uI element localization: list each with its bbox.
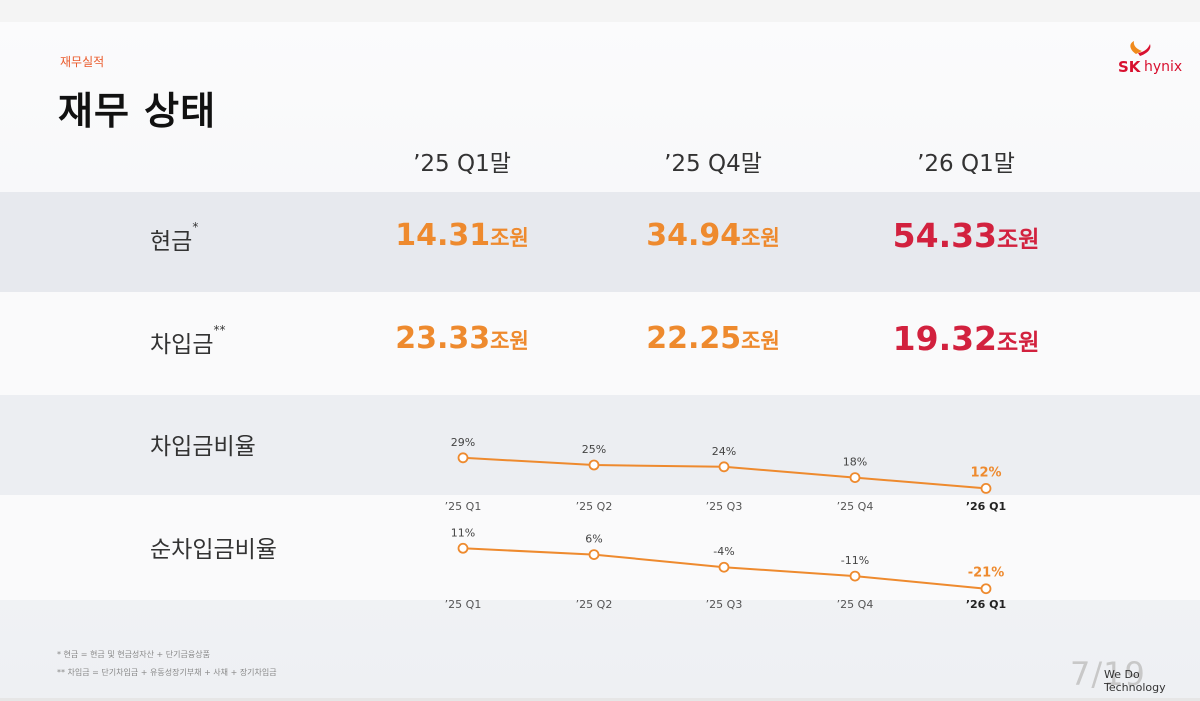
band-net-debt-ratio xyxy=(0,495,1200,600)
column-header-25q4: ’25 Q4말 xyxy=(664,151,762,177)
data-point xyxy=(980,483,992,494)
cash-value-25q1-unit: 조원 xyxy=(490,226,529,250)
debt-value-25q1-unit: 조원 xyxy=(490,329,529,353)
row-label-cash-mark: * xyxy=(192,220,199,234)
cash-value-25q4-num: 34.94 xyxy=(646,218,742,253)
category-label: ’25 Q4 xyxy=(837,500,874,513)
data-label: -4% xyxy=(713,545,734,558)
band-cash xyxy=(0,192,1200,292)
cash-value-25q1-num: 14.31 xyxy=(395,218,491,253)
cash-value-25q4: 34.94조원 xyxy=(593,218,833,253)
debt-value-26q1-unit: 조원 xyxy=(997,330,1040,356)
debt-value-25q4-num: 22.25 xyxy=(646,321,742,356)
data-label: -21% xyxy=(968,566,1005,581)
category-label: ’25 Q3 xyxy=(706,500,743,513)
footnote-cash: * 현금 = 현금 및 현금성자산 + 단기금융상품 xyxy=(57,650,210,659)
band-debt xyxy=(0,292,1200,395)
column-header-26q1: ’26 Q1말 xyxy=(917,151,1015,177)
slide: 재무실적 재무 상태 SK hynix ’25 Q1말 ’25 Q4말 ’26 … xyxy=(0,22,1200,698)
ratio-chart-svg: 29% ’25 Q1 25% ’25 Q2 24% ’25 Q3 18% ’25 Q4 12% ’… xyxy=(445,436,1006,513)
data-point xyxy=(457,452,469,464)
data-point xyxy=(980,583,992,595)
data-label: 25% xyxy=(582,443,606,456)
data-label: 18% xyxy=(843,456,867,469)
category-label: ’25 Q2 xyxy=(576,598,613,611)
category-label: ’26 Q1 xyxy=(966,500,1006,513)
tagline: We Do Technology xyxy=(1104,668,1166,694)
data-point xyxy=(849,570,861,582)
debt-value-25q4-unit: 조원 xyxy=(741,329,780,353)
row-label-debt-text: 차입금 xyxy=(150,332,214,358)
row-label-cash-text: 현금 xyxy=(150,229,193,255)
data-point xyxy=(457,542,469,554)
section-subtitle: 재무실적 xyxy=(60,55,105,69)
cash-value-26q1-unit: 조원 xyxy=(997,227,1040,253)
ratio-chart-svg: 11% ’25 Q1 6% ’25 Q2 -4% ’25 Q3 -11% ’25 Q4 -21%… xyxy=(445,526,1006,611)
debt-value-25q4: 22.25조원 xyxy=(593,321,833,356)
column-header-25q1: ’25 Q1말 xyxy=(413,151,511,177)
sk-logo-mark-icon xyxy=(1130,41,1151,56)
debt-value-25q1-num: 23.33 xyxy=(395,321,491,356)
debt-value-25q1: 23.33조원 xyxy=(342,321,582,356)
data-label: 12% xyxy=(970,465,1001,480)
debt-value-26q1: 19.32조원 xyxy=(846,319,1086,358)
category-label: ’25 Q3 xyxy=(706,598,743,611)
net-debt-ratio-chart: 11% ’25 Q1 6% ’25 Q2 -4% ’25 Q3 -11% ’25 Q4 -21%… xyxy=(0,495,1200,611)
row-label-net-debt-ratio: 순차입금비율 xyxy=(150,537,277,563)
data-label: -11% xyxy=(841,554,869,567)
cash-value-26q1: 54.33조원 xyxy=(846,216,1086,255)
top-strip xyxy=(0,0,1200,22)
data-label: 11% xyxy=(451,526,475,539)
sk-hynix-logo: SK hynix xyxy=(1116,40,1186,80)
data-label: 24% xyxy=(712,445,736,458)
debt-value-26q1-num: 19.32 xyxy=(892,319,998,358)
category-label: ’25 Q1 xyxy=(445,598,482,611)
debt-ratio-chart: 29% ’25 Q1 25% ’25 Q2 24% ’25 Q3 18% ’25 Q4 12% ’… xyxy=(0,395,1200,513)
row-label-cash: 현금* xyxy=(150,220,199,256)
logo-sk-text: SK xyxy=(1118,58,1141,76)
footnote-debt: ** 차입금 = 단기차입금 + 유동성장기부채 + 사채 + 장기차입금 xyxy=(57,668,277,677)
page-title: 재무 상태 xyxy=(58,89,217,133)
page-number: 7/19 xyxy=(1070,655,1146,693)
data-point xyxy=(588,549,600,560)
data-point xyxy=(718,561,730,573)
cash-value-25q4-unit: 조원 xyxy=(741,226,780,250)
cash-value-25q1: 14.31조원 xyxy=(342,218,582,253)
data-label: 29% xyxy=(451,436,475,449)
category-label: ’26 Q1 xyxy=(966,598,1006,611)
category-label: ’25 Q4 xyxy=(837,598,874,611)
row-label-debt: 차입금** xyxy=(150,323,226,359)
row-label-debt-ratio: 차입금비율 xyxy=(150,434,256,460)
category-label: ’25 Q2 xyxy=(576,500,613,513)
cash-value-26q1-num: 54.33 xyxy=(892,216,998,255)
category-label: ’25 Q1 xyxy=(445,500,482,513)
bottom-strip xyxy=(0,698,1200,701)
data-point xyxy=(718,461,730,473)
data-point xyxy=(849,472,861,483)
row-label-debt-mark: ** xyxy=(213,323,226,337)
logo-hynix-text: hynix xyxy=(1144,59,1183,75)
band-debt-ratio xyxy=(0,395,1200,495)
data-label: 6% xyxy=(585,533,602,546)
data-point xyxy=(588,459,600,471)
